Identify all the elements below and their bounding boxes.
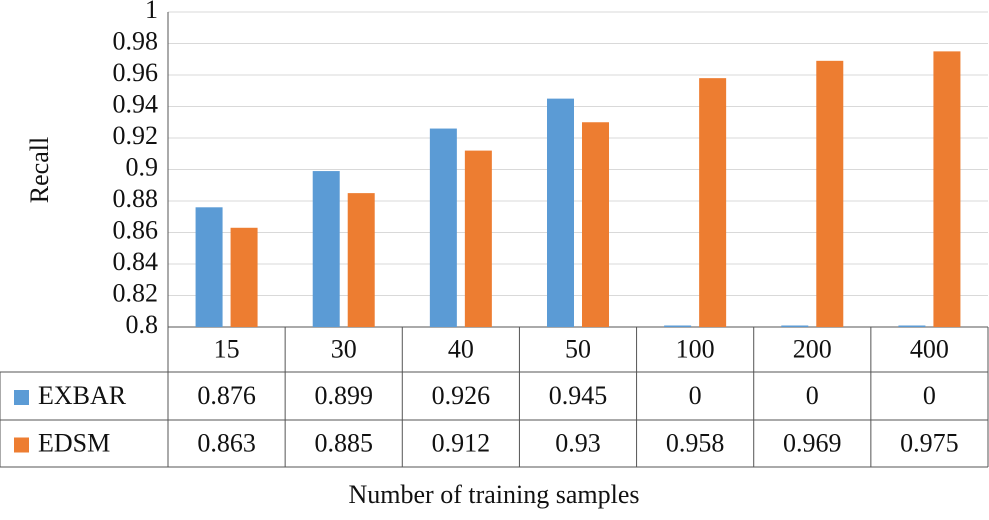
- x-tick-label: 200: [793, 334, 832, 363]
- legend-label: EDSM: [38, 428, 110, 457]
- bar: [582, 122, 609, 327]
- data-label: 0.863: [197, 428, 256, 457]
- data-label: 0.912: [432, 428, 491, 457]
- legend-key: [14, 437, 29, 453]
- data-label: 0.93: [555, 428, 601, 457]
- data-label: 0: [923, 381, 936, 410]
- bar: [429, 128, 457, 327]
- bar: [699, 78, 727, 328]
- x-tick-label: 400: [910, 334, 949, 363]
- x-tick-label: 15: [214, 334, 240, 363]
- x-axis-title: Number of training samples: [349, 480, 640, 509]
- data-label: 0.975: [900, 428, 959, 457]
- data-label: 0.899: [314, 381, 373, 410]
- data-label: 0.926: [432, 381, 491, 410]
- x-tick-label: 50: [565, 334, 591, 363]
- y-tick-label: 0.88: [113, 184, 159, 213]
- bar: [898, 325, 926, 327]
- x-tick-label: 40: [448, 334, 474, 363]
- data-label: 0.876: [197, 381, 256, 410]
- y-tick-label: 0.94: [113, 89, 159, 118]
- legend-label: EXBAR: [38, 381, 127, 410]
- legend-key: [14, 390, 29, 405]
- data-label: 0.885: [314, 428, 373, 457]
- bar: [195, 207, 223, 327]
- x-tick-label: 30: [331, 334, 357, 363]
- data-label: 0.969: [783, 428, 842, 457]
- y-tick-label: 1: [145, 0, 158, 24]
- data-label: 0: [806, 381, 819, 410]
- bar: [933, 51, 961, 327]
- y-tick-label: 0.92: [113, 121, 159, 150]
- bar: [781, 325, 809, 327]
- y-tick-label: 0.86: [113, 215, 159, 244]
- data-label: 0.958: [666, 428, 725, 457]
- bar: [547, 98, 574, 327]
- y-tick-label: 0.84: [113, 247, 159, 276]
- data-label: 0.945: [549, 381, 608, 410]
- y-tick-label: 0.98: [113, 26, 159, 55]
- data-label: 0: [689, 381, 702, 410]
- bar: [664, 325, 692, 327]
- x-tick-label: 100: [676, 334, 715, 363]
- bar: [230, 227, 258, 327]
- bar: [464, 150, 492, 327]
- bar: [347, 193, 375, 327]
- y-tick-label: 0.96: [113, 58, 159, 87]
- y-tick-label: 0.9: [126, 152, 159, 181]
- y-tick-label: 0.8: [126, 310, 159, 339]
- bar: [816, 60, 844, 327]
- bar: [312, 171, 340, 327]
- y-tick-label: 0.82: [113, 278, 159, 307]
- y-axis-title: Recall: [25, 137, 54, 203]
